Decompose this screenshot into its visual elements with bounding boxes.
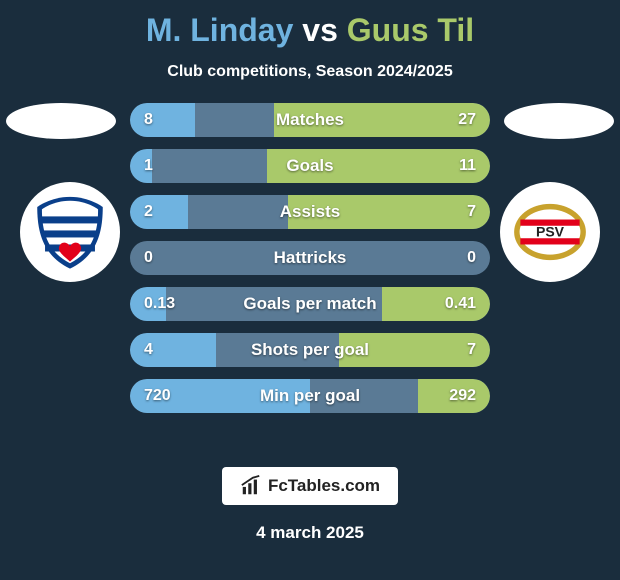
fctables-text: FcTables.com (268, 476, 380, 496)
right-value: 0.41 (431, 287, 490, 321)
subtitle: Club competitions, Season 2024/2025 (0, 63, 620, 81)
left-value: 2 (130, 195, 167, 229)
left-club-badge (20, 182, 120, 282)
stat-row: Goals111 (130, 149, 490, 183)
chart-icon (240, 475, 262, 497)
svg-text:PSV: PSV (536, 224, 565, 240)
vs-text: vs (302, 12, 338, 48)
comparison-arena: PSV Matches827Goals111Assists27Hattricks… (0, 103, 620, 443)
right-club-badge: PSV (500, 182, 600, 282)
right-value: 7 (453, 195, 490, 229)
date-text: 4 march 2025 (0, 523, 620, 543)
right-value: 292 (435, 379, 490, 413)
stat-row: Hattricks0 0 (130, 241, 490, 275)
right-value: 0 (453, 241, 490, 275)
footer-logo-area: FcTables.com (0, 467, 620, 505)
fctables-logo: FcTables.com (222, 467, 398, 505)
right-value: 11 (445, 149, 490, 183)
right-oval (504, 103, 614, 139)
player2-name: Guus Til (347, 12, 474, 48)
stat-row: Goals per match0.130.41 (130, 287, 490, 321)
stat-row: Assists2 7 (130, 195, 490, 229)
right-value: 27 (444, 103, 490, 137)
heerenveen-crest-icon (31, 193, 109, 271)
right-value: 7 (453, 333, 490, 367)
left-value: 8 (130, 103, 167, 137)
player1-name: M. Linday (146, 12, 294, 48)
psv-crest-icon: PSV (511, 193, 589, 271)
stat-row: Min per goal720292 (130, 379, 490, 413)
stat-row: Matches8 27 (130, 103, 490, 137)
left-value: 720 (130, 379, 185, 413)
left-oval (6, 103, 116, 139)
stat-rows-container: Matches827Goals111Assists27Hattricks00Go… (130, 103, 490, 425)
stat-label: Hattricks (130, 241, 490, 275)
stat-row: Shots per goal4 7 (130, 333, 490, 367)
stat-label: Assists (130, 195, 490, 229)
left-value: 0 (130, 241, 167, 275)
left-value: 0.13 (130, 287, 189, 321)
left-value: 4 (130, 333, 167, 367)
stat-label: Goals (130, 149, 490, 183)
comparison-title: M. Linday vs Guus Til (0, 0, 620, 49)
left-value: 1 (130, 149, 167, 183)
stat-label: Shots per goal (130, 333, 490, 367)
stat-label: Matches (130, 103, 490, 137)
